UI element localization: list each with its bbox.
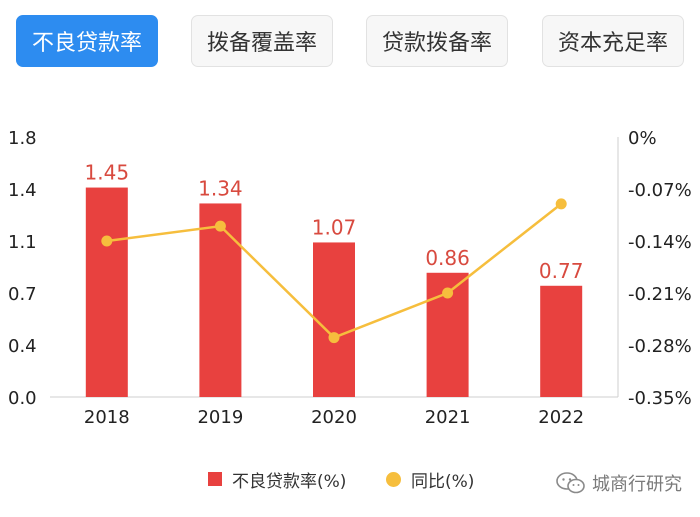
yoy-point (214, 220, 226, 232)
tab-capital-adequacy[interactable]: 资本充足率 (542, 15, 684, 67)
y-left-tick-label: 0.7 (8, 284, 37, 305)
bar (540, 285, 583, 397)
watermark: 城商行研究 (556, 470, 682, 496)
y-left-tick-label: 1.4 (8, 180, 37, 201)
y-right-tick-label: -0.28% (628, 336, 692, 357)
tab-npl-ratio[interactable]: 不良贷款率 (16, 15, 158, 67)
yoy-point (555, 198, 567, 210)
x-tick-label: 2019 (197, 407, 243, 428)
wechat-icon (556, 472, 585, 494)
bar (313, 242, 355, 397)
bar-data-label: 0.77 (539, 259, 584, 283)
yoy-point (442, 287, 454, 299)
dot-swatch (386, 471, 401, 487)
legend-item-npl[interactable]: 不良贷款率(%) (208, 463, 346, 495)
x-tick-label: 2022 (538, 407, 584, 428)
x-tick-label: 2018 (84, 407, 130, 428)
bar-data-label: 1.07 (312, 215, 357, 239)
metric-tabs: 不良贷款率 拨备覆盖率 贷款拨备率 资本充足率 (0, 0, 700, 80)
y-left-tick-label: 0.4 (8, 336, 37, 357)
chart: 0.0 0.4 0.7 1.1 1.4 1.8 -0.35% -0.28% -0.21% -0.1… (8, 128, 692, 428)
legend-item-yoy[interactable]: 同比(%) (386, 463, 474, 495)
bar (85, 187, 128, 397)
y-left-tick-label: 1.8 (8, 128, 37, 149)
legend-label-yoy: 同比(%) (411, 471, 475, 492)
bar-swatch (208, 472, 222, 486)
watermark-text: 城商行研究 (592, 474, 682, 495)
y-right-tick-label: 0% (628, 128, 657, 149)
legend: 不良贷款率(%) 同比(%) (0, 463, 700, 495)
yoy-point (328, 332, 340, 344)
y-right-tick-label: -0.07% (628, 180, 692, 201)
y-left-tick-label: 1.1 (8, 232, 37, 253)
bar (199, 203, 242, 397)
tab-provision-coverage[interactable]: 拨备覆盖率 (191, 15, 333, 67)
x-tick-label: 2021 (425, 407, 471, 428)
y-right-tick-label: -0.14% (628, 232, 692, 253)
bar-data-label: 1.45 (85, 161, 130, 185)
legend-label-npl: 不良贷款率(%) (232, 471, 347, 492)
bar-data-label: 1.34 (198, 176, 243, 200)
yoy-point (101, 235, 113, 247)
x-tick-label: 2020 (311, 407, 357, 428)
y-left-tick-label: 0.0 (8, 388, 37, 409)
y-right-tick-label: -0.21% (628, 284, 692, 305)
tab-loan-provision-ratio[interactable]: 贷款拨备率 (366, 15, 508, 67)
bar-data-label: 0.86 (425, 246, 470, 270)
y-right-tick-label: -0.35% (628, 388, 692, 409)
